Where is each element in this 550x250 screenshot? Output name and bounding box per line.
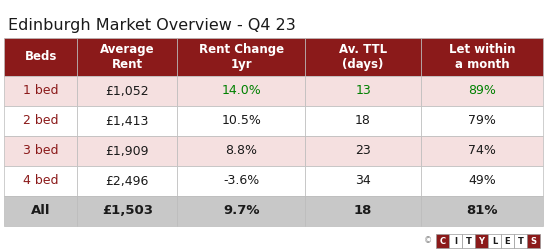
Bar bbox=[449, 234, 462, 248]
Bar bbox=[4, 196, 77, 226]
Bar bbox=[77, 76, 178, 106]
Text: I: I bbox=[454, 236, 457, 246]
Bar bbox=[178, 38, 305, 76]
Text: T: T bbox=[465, 236, 471, 246]
Bar bbox=[305, 136, 421, 166]
Bar bbox=[501, 234, 514, 248]
Text: £1,413: £1,413 bbox=[106, 114, 149, 128]
Bar bbox=[77, 38, 178, 76]
Bar bbox=[4, 106, 77, 136]
Text: 74%: 74% bbox=[469, 144, 496, 158]
Text: £1,503: £1,503 bbox=[102, 204, 153, 218]
Text: 3 bed: 3 bed bbox=[23, 144, 58, 158]
Bar bbox=[77, 196, 178, 226]
Text: C: C bbox=[439, 236, 446, 246]
Bar bbox=[4, 76, 77, 106]
Text: 1 bed: 1 bed bbox=[23, 84, 58, 98]
Text: 13: 13 bbox=[355, 84, 371, 98]
Text: 4 bed: 4 bed bbox=[23, 174, 58, 188]
Bar bbox=[305, 38, 421, 76]
Text: Y: Y bbox=[478, 236, 485, 246]
Text: 81%: 81% bbox=[466, 204, 498, 218]
Text: Beds: Beds bbox=[24, 50, 57, 64]
Bar bbox=[305, 106, 421, 136]
Text: 10.5%: 10.5% bbox=[221, 114, 261, 128]
Text: 34: 34 bbox=[355, 174, 371, 188]
Bar bbox=[305, 76, 421, 106]
Text: -3.6%: -3.6% bbox=[223, 174, 259, 188]
Bar bbox=[178, 166, 305, 196]
Text: Av. TTL
(days): Av. TTL (days) bbox=[339, 43, 387, 71]
Bar bbox=[421, 166, 543, 196]
Text: 49%: 49% bbox=[469, 174, 496, 188]
Bar bbox=[514, 234, 527, 248]
Text: L: L bbox=[492, 236, 497, 246]
Text: 23: 23 bbox=[355, 144, 371, 158]
Bar bbox=[527, 234, 540, 248]
Bar bbox=[305, 196, 421, 226]
Bar bbox=[421, 196, 543, 226]
Text: £1,052: £1,052 bbox=[106, 84, 149, 98]
Bar bbox=[178, 76, 305, 106]
Bar bbox=[436, 234, 449, 248]
Bar bbox=[475, 234, 488, 248]
Text: S: S bbox=[531, 236, 536, 246]
Text: Let within
a month: Let within a month bbox=[449, 43, 515, 71]
Text: 89%: 89% bbox=[469, 84, 496, 98]
Bar bbox=[421, 136, 543, 166]
Text: Rent Change
1yr: Rent Change 1yr bbox=[199, 43, 284, 71]
Text: E: E bbox=[505, 236, 510, 246]
Text: 9.7%: 9.7% bbox=[223, 204, 260, 218]
Bar bbox=[77, 136, 178, 166]
Bar bbox=[421, 38, 543, 76]
Bar bbox=[305, 166, 421, 196]
Text: 8.8%: 8.8% bbox=[225, 144, 257, 158]
Text: 2 bed: 2 bed bbox=[23, 114, 58, 128]
Text: Edinburgh Market Overview - Q4 23: Edinburgh Market Overview - Q4 23 bbox=[8, 18, 296, 33]
Text: All: All bbox=[31, 204, 51, 218]
Text: £1,909: £1,909 bbox=[106, 144, 149, 158]
Text: 14.0%: 14.0% bbox=[221, 84, 261, 98]
Bar bbox=[421, 76, 543, 106]
Text: ©: © bbox=[424, 236, 432, 246]
Text: £2,496: £2,496 bbox=[106, 174, 149, 188]
Text: T: T bbox=[518, 236, 524, 246]
Bar bbox=[178, 106, 305, 136]
Bar bbox=[488, 234, 501, 248]
Bar bbox=[77, 106, 178, 136]
Bar bbox=[178, 136, 305, 166]
Text: 79%: 79% bbox=[469, 114, 496, 128]
Bar bbox=[178, 196, 305, 226]
Bar bbox=[77, 166, 178, 196]
Bar bbox=[4, 38, 77, 76]
Bar bbox=[4, 136, 77, 166]
Text: Average
Rent: Average Rent bbox=[100, 43, 155, 71]
Bar bbox=[421, 106, 543, 136]
Text: 18: 18 bbox=[354, 204, 372, 218]
Text: 18: 18 bbox=[355, 114, 371, 128]
Bar bbox=[4, 166, 77, 196]
Bar bbox=[462, 234, 475, 248]
